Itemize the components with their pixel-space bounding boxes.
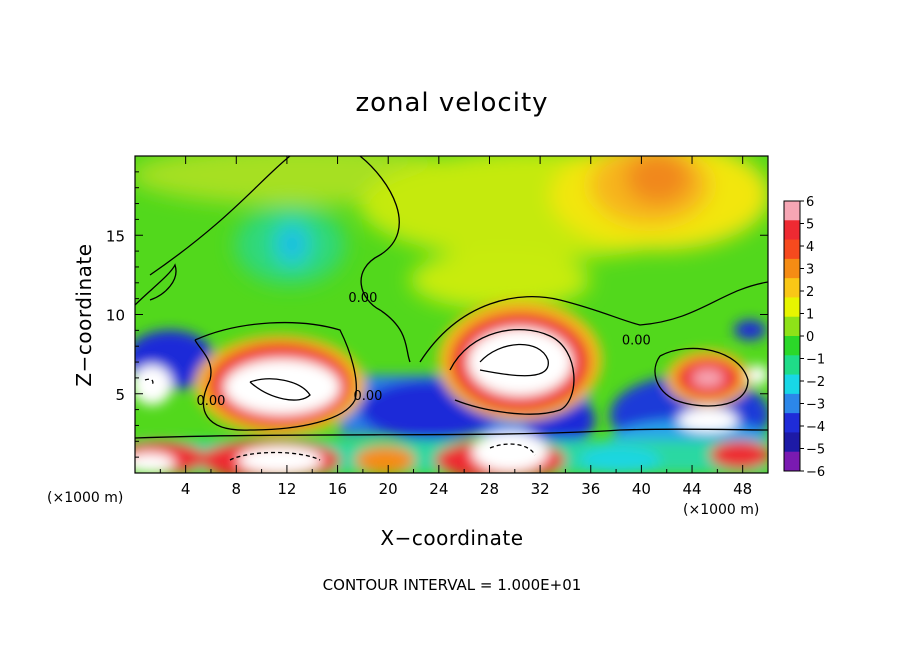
velocity-field [135,156,768,473]
colorbar-tick-label: −3 [806,398,825,413]
y-tick-label: 15 [106,227,125,245]
contour-label-0: 0.00 [348,291,377,306]
colorbar-tick-label: 5 [806,218,814,233]
x-tick-label: 32 [531,480,550,498]
colorbar-swatch [784,297,800,318]
y-axis-label: Z−coordinate [72,243,96,387]
colorbar-tick-label: −4 [806,420,825,435]
colorbar-swatch [784,355,800,376]
x-tick-label: 40 [632,480,651,498]
colorbar-swatch [784,278,800,298]
x-tick-label: 28 [480,480,499,498]
x-axis: 4 8 12 16 20 24 28 32 36 40 44 48 [159,156,752,498]
chart-title: zonal velocity [355,88,549,118]
colorbar-swatch [784,374,800,395]
contour-labels: 0.00 0.00 0.00 0.00 [196,291,650,409]
colorbar-tick-label: 3 [806,263,814,278]
colorbar-tick-label: −2 [806,375,825,390]
x-tick-label: 20 [379,480,398,498]
colorbar-swatch [784,432,800,453]
colorbar-tick-label: −1 [806,353,825,368]
x-tick-label: 8 [232,480,242,498]
colorbar-tick-label: −5 [806,443,825,458]
y-axis: 5 10 15 [106,171,768,458]
colorbar-tick-label: −6 [806,465,825,480]
colorbar-swatch [784,413,800,433]
x-tick-label: 36 [581,480,600,498]
colorbar-swatch [784,451,800,472]
x-unit-label-right: (×1000 m) [683,502,760,518]
x-tick-label: 44 [682,480,701,498]
colorbar-swatch [784,258,800,279]
contour-label-3: 0.00 [353,389,382,404]
contour-label-1: 0.00 [622,334,651,349]
contour-interval-note: CONTOUR INTERVAL = 1.000E+01 [322,576,582,594]
x-unit-label-left: (×1000 m) [47,490,124,506]
colorbar-tick-label: 1 [806,308,814,323]
y-tick-label: 5 [115,386,125,404]
colorbar-swatch [784,220,800,241]
contour-label-2: 0.00 [196,394,225,409]
x-tick-label: 12 [277,480,296,498]
x-tick-label: 16 [328,480,347,498]
colorbar-tick-label: 0 [806,330,814,345]
x-tick-label: 4 [181,480,191,498]
colorbar-tick-label: 2 [806,285,814,300]
y-tick-label: 10 [106,307,125,325]
colorbar-swatch [784,393,800,414]
zero-contours [135,156,768,461]
colorbar-swatch [784,201,800,221]
x-tick-label: 24 [429,480,448,498]
colorbar-swatch [784,239,800,260]
colorbar-swatch [784,336,800,356]
colorbar-tick-label: 6 [806,195,814,210]
colorbar-tick-label: 4 [806,240,814,255]
x-tick-label: 48 [733,480,752,498]
x-axis-label: X−coordinate [380,526,524,550]
colorbar-swatch [784,316,800,337]
colorbar: 6 5 4 3 2 1 0 −1 −2 −3 −4 −5 −6 [783,195,825,480]
